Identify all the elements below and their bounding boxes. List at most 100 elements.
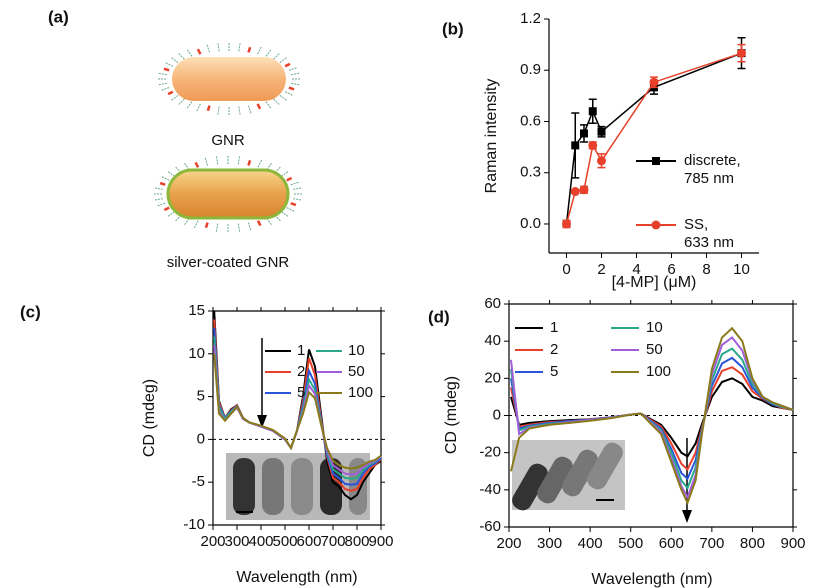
ctab-ligand (265, 101, 272, 110)
ligands (153, 42, 303, 233)
x-tick-label: 200 (496, 535, 521, 552)
legend-label: 1 (550, 319, 558, 336)
ctab-ligand (238, 106, 241, 116)
point (737, 48, 746, 58)
y-tick-label: 60 (484, 295, 501, 312)
x-tick-label: 0 (562, 261, 570, 278)
series-line (213, 353, 382, 470)
ctab-ligand (157, 72, 167, 76)
ctab-ligand (265, 48, 272, 57)
point (570, 187, 580, 197)
y-axis-title: CD (mdeg) (443, 376, 460, 454)
mp-ligand (288, 86, 295, 91)
ctab-ligand (186, 48, 193, 57)
y-tick-label: -60 (479, 518, 501, 535)
ctab-ligand (160, 87, 170, 91)
x-tick-label: 600 (659, 535, 684, 552)
ctab-ligand (266, 217, 273, 226)
legend-label: 50 (646, 341, 663, 358)
mp-ligand (163, 206, 170, 212)
x-axis-title: Wavelength (nm) (591, 571, 712, 588)
ctab-ligand (217, 106, 220, 116)
mp-ligand (256, 220, 262, 227)
legend-label: discrete, 785 nm (684, 152, 741, 187)
point (562, 219, 571, 229)
point (649, 77, 659, 87)
x-tick-label: 200 (200, 533, 225, 550)
x-axis-title: [4-MP] (μM) (612, 274, 697, 291)
ctab-ligand (273, 52, 281, 60)
ctab-ligand (153, 187, 163, 190)
ctab-ligand (290, 181, 300, 186)
x-tick-label: 700 (699, 535, 724, 552)
legend-label: 10 (348, 342, 365, 359)
panel-label: (c) (20, 302, 41, 321)
y-tick-label: 0 (493, 406, 501, 423)
legend-label: 10 (646, 319, 663, 336)
ctab-ligand (293, 187, 303, 190)
x-tick-label: 300 (537, 535, 562, 552)
ctab-ligand (167, 170, 175, 177)
y-tick-label: -10 (183, 516, 205, 533)
ctab-ligand (237, 155, 241, 165)
mp-ligand (284, 62, 291, 68)
legend-marker (651, 220, 661, 230)
ctab-ligand (167, 211, 175, 218)
point (588, 107, 597, 116)
ctab-ligand (177, 98, 185, 106)
legend-label: 2 (297, 363, 305, 380)
ctab-ligand (266, 162, 273, 171)
legend-label: 5 (550, 363, 558, 380)
tem-inset (226, 453, 370, 520)
x-tick-label: 500 (272, 533, 297, 550)
trend-arrow (257, 338, 267, 428)
y-axis-title: Raman intensity (483, 79, 500, 194)
ctab-ligand (204, 156, 209, 166)
y-tick-label: 40 (484, 332, 501, 349)
mp-ligand (163, 67, 170, 72)
y-tick-label: -40 (479, 481, 501, 498)
ctab-ligand (195, 103, 201, 113)
point (597, 156, 606, 166)
point (571, 141, 580, 150)
gold-nanorod (172, 57, 286, 101)
diagram-label: silver-coated GNR (167, 254, 290, 271)
panel-label: (d) (428, 307, 450, 326)
x-tick-label: 900 (368, 533, 393, 550)
legend-marker (652, 157, 660, 165)
y-tick-label: 1.2 (520, 10, 541, 27)
x-tick-label: 4 (632, 261, 640, 278)
ctab-ligand (286, 207, 296, 213)
y-tick-label: 0 (197, 430, 205, 447)
ctab-ligand (281, 211, 289, 218)
mp-ligand (247, 46, 252, 53)
point (588, 140, 598, 150)
x-tick-label: 300 (224, 533, 249, 550)
panel-label: (a) (48, 7, 69, 26)
legend-label: 50 (348, 363, 365, 380)
y-tick-label: 0.3 (520, 164, 541, 181)
y-tick-label: 5 (197, 388, 205, 405)
y-axis-title: CD (mdeg) (141, 379, 158, 457)
mp-ligand (290, 202, 297, 207)
ctab-ligand (279, 95, 288, 102)
mp-ligand (196, 48, 202, 55)
x-tick-label: 600 (296, 533, 321, 550)
ctab-ligand (257, 159, 263, 168)
legend-label: 2 (550, 341, 558, 358)
ctab-ligand (288, 67, 298, 71)
legend-label: 5 (297, 384, 305, 401)
y-tick-label: 0.9 (520, 61, 541, 78)
ctab-ligand (170, 95, 179, 102)
ctab-ligand (206, 43, 211, 53)
mp-ligand (206, 105, 211, 112)
y-tick-label: 10 (188, 345, 205, 362)
ctab-ligand (177, 52, 185, 60)
y-tick-label: 20 (484, 369, 501, 386)
x-tick-label: 10 (733, 261, 750, 278)
ctab-ligand (293, 198, 303, 201)
y-tick-label: 0.0 (520, 215, 541, 232)
ctab-ligand (160, 175, 170, 181)
x-tick-label: 800 (344, 533, 369, 550)
legend-label: 100 (348, 384, 373, 401)
